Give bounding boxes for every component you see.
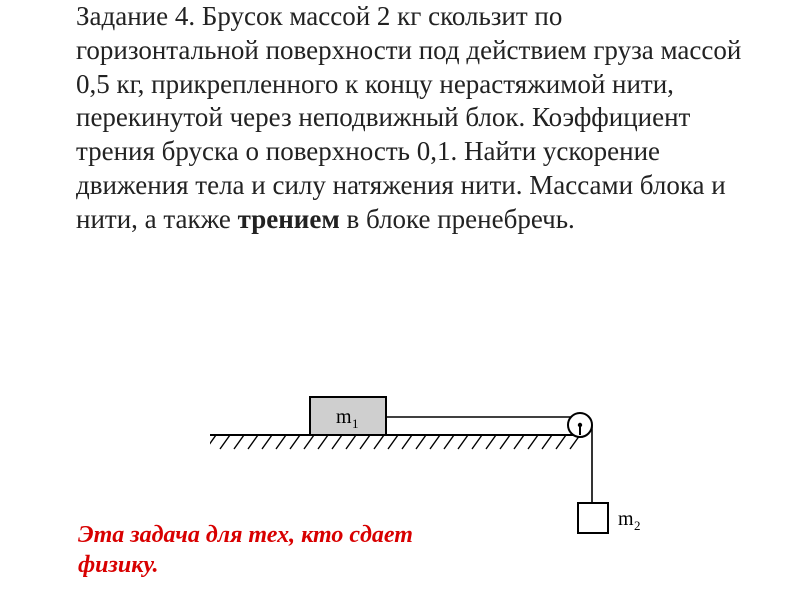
- problem-text-after: в блоке пренебречь.: [340, 204, 575, 234]
- problem-text: Задание 4. Брусок массой 2 кг скользит п…: [76, 0, 746, 236]
- svg-text:m: m: [336, 406, 352, 428]
- footer-line1: Эта задача для тех, кто сдает: [78, 522, 413, 548]
- footer-line2: физику.: [78, 552, 159, 578]
- footer-note: Эта задача для тех, кто сдает физику.: [78, 520, 413, 580]
- svg-text:1: 1: [352, 416, 359, 431]
- problem-text-bold: трением: [238, 204, 340, 234]
- svg-text:m: m: [618, 508, 634, 530]
- problem-text-before: Задание 4. Брусок массой 2 кг скользит п…: [76, 1, 741, 234]
- svg-text:2: 2: [634, 518, 641, 533]
